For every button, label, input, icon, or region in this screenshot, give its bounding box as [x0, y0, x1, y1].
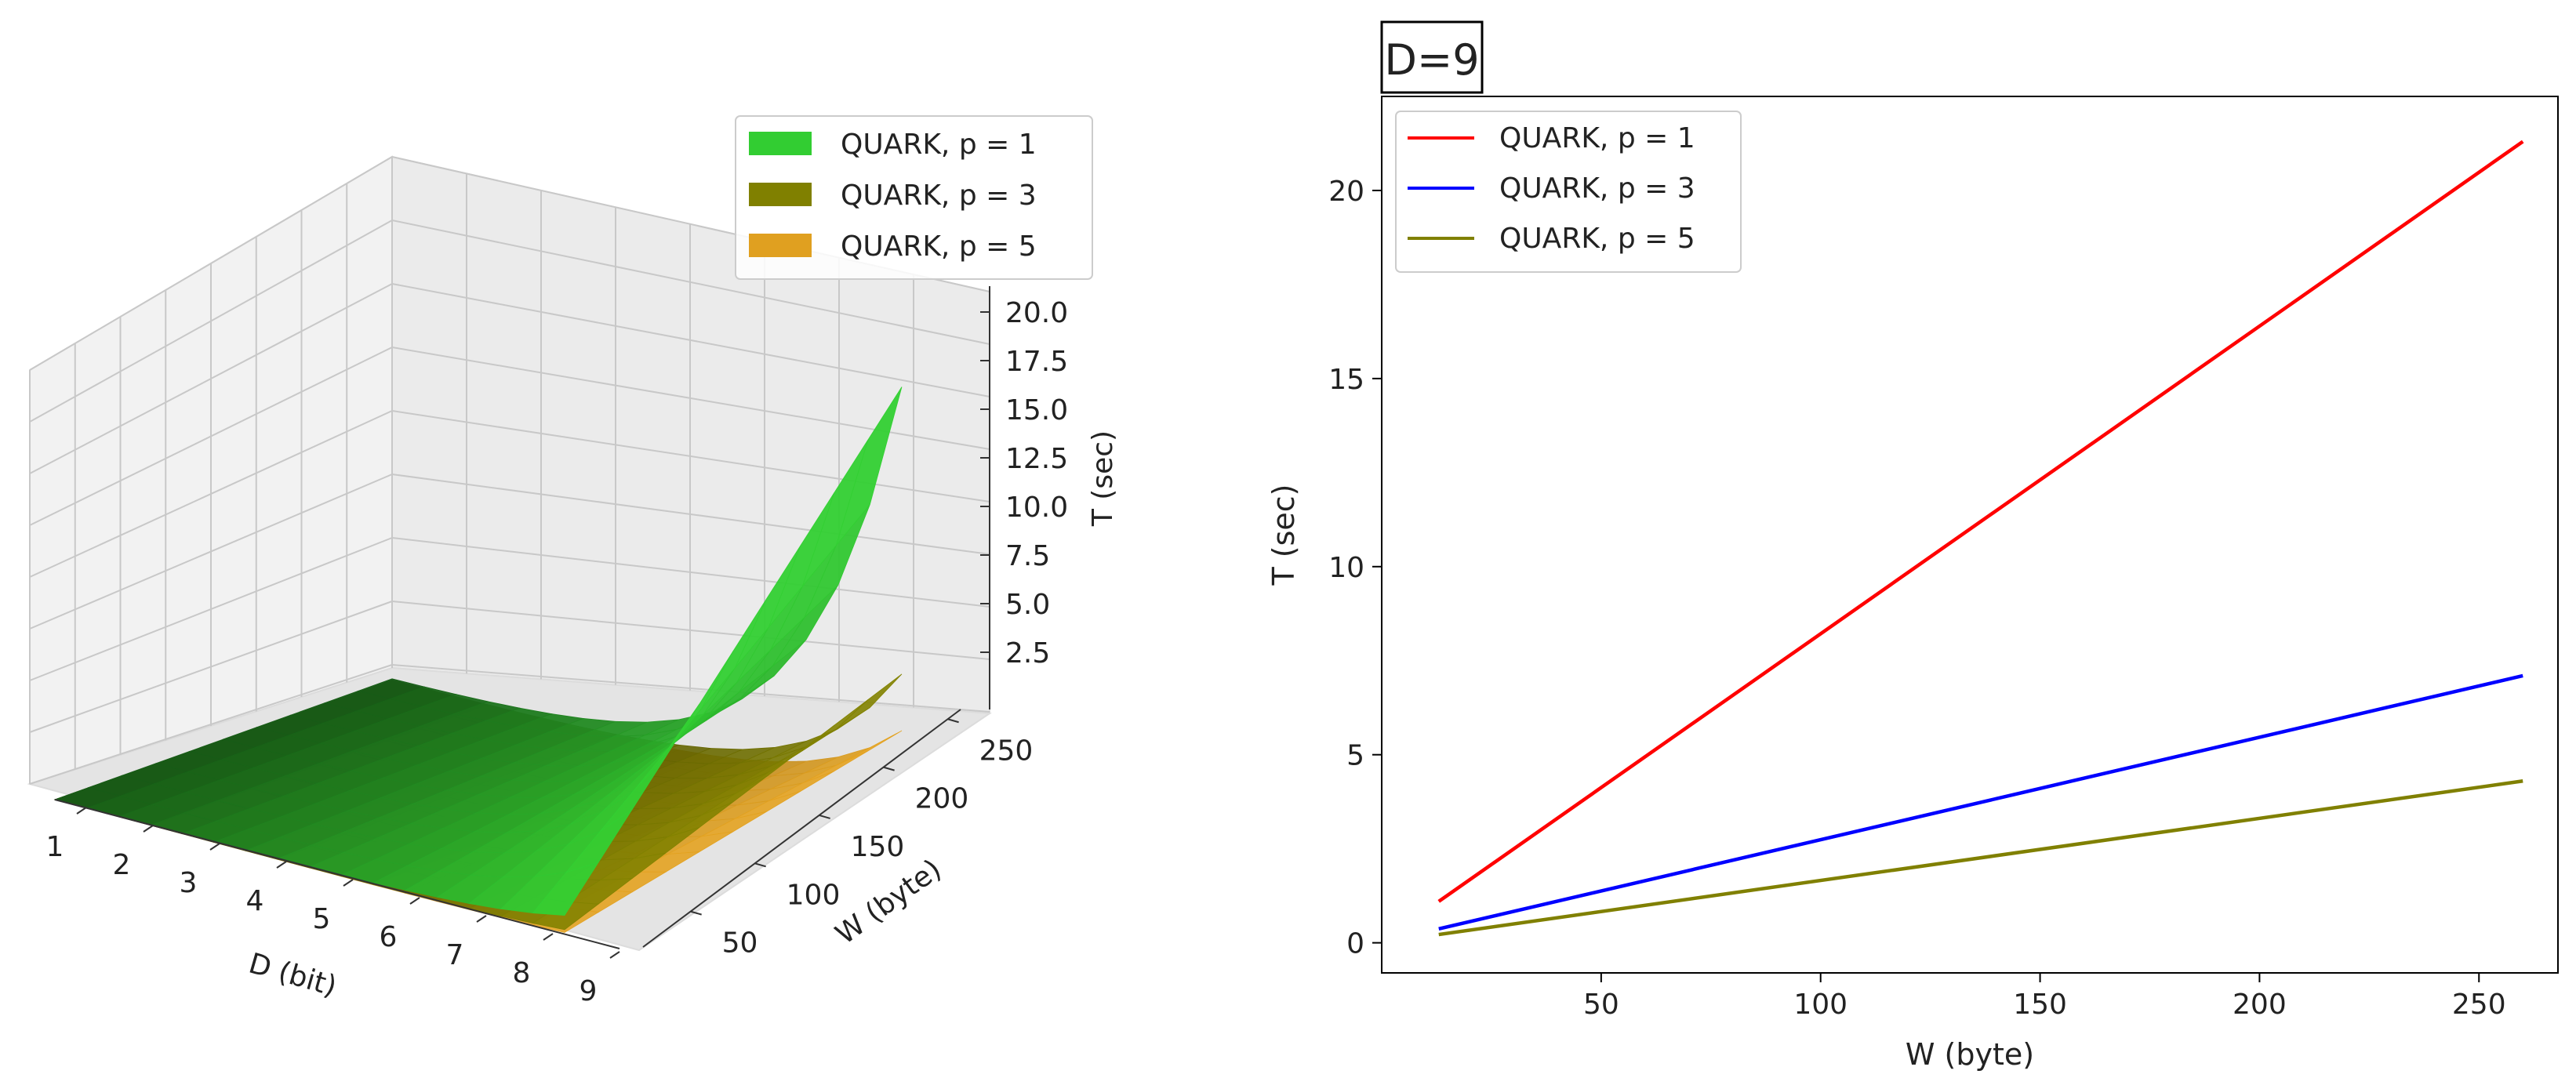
d-tick — [143, 825, 154, 833]
t-tick-label: 20.0 — [1005, 297, 1068, 329]
t-tick-label: 7.5 — [1005, 540, 1050, 572]
d-tick — [543, 933, 554, 941]
x-tick-label: 150 — [2013, 989, 2067, 1021]
d-tick-label: 1 — [46, 831, 64, 863]
grid-line — [29, 220, 393, 423]
legend-3d-frame — [735, 115, 1093, 280]
w-tick-label: 100 — [787, 879, 841, 911]
grid-line — [29, 474, 393, 630]
surface-chart: 1 2 3 4 5 6 7 8 9 50 100 150 200 250 2.5 5.0 7.5 10.0 12.5… — [27, 115, 1119, 1007]
w-tick-label: 250 — [979, 735, 1034, 767]
t-tick-label: 15.0 — [1005, 394, 1068, 426]
d-axis-label: D (bit) — [245, 947, 340, 1003]
d-tick-label: 8 — [513, 957, 531, 989]
t-tick-label: 5.0 — [1005, 589, 1050, 621]
d-tick — [209, 843, 220, 851]
w-tick — [883, 766, 895, 771]
w-axis-line — [642, 709, 961, 948]
surface-patch — [836, 673, 903, 730]
grid-line — [29, 410, 393, 578]
w-tick — [690, 910, 702, 916]
series-lines — [1437, 140, 2524, 937]
grid-line — [29, 156, 393, 371]
w-axis-label: W (byte) — [830, 853, 947, 951]
t-tick-label: 12.5 — [1005, 443, 1068, 475]
legend-2d-label-p3: QUARK, p = 3 — [1499, 172, 1695, 205]
d-tick-label: 2 — [113, 849, 131, 881]
title-box — [1380, 20, 1484, 94]
legend-3d-swatch-p3 — [749, 183, 812, 206]
chart-title: D=9 — [1384, 35, 1479, 85]
d-axis-line — [54, 799, 620, 949]
w-tick-label: 150 — [851, 831, 905, 863]
d-tick-label: 6 — [380, 921, 398, 953]
legend-3d-label-p3: QUARK, p = 3 — [841, 180, 1037, 212]
legend-2d-label-p5: QUARK, p = 5 — [1499, 223, 1695, 255]
grid-line — [29, 664, 393, 785]
surfaces — [53, 386, 903, 933]
y-tick-label: 5 — [1346, 740, 1364, 772]
y-axis-label: T (sec) — [1266, 484, 1301, 586]
y-tick-label: 20 — [1328, 176, 1364, 208]
surface-patch — [835, 386, 903, 546]
t-tick-label: 2.5 — [1005, 637, 1050, 670]
w-tick-label: 50 — [722, 927, 758, 960]
series-line — [1438, 779, 2523, 937]
grid-line — [29, 601, 393, 733]
w-tick — [819, 814, 830, 819]
x-axis-label: W (byte) — [1906, 1037, 2034, 1072]
ticks-3d: 1 2 3 4 5 6 7 8 9 50 100 150 200 250 2.5 5.0 7.5 10.0 12.5… — [46, 297, 1069, 1007]
t-tick-label: 17.5 — [1005, 346, 1068, 378]
y-tick-label: 10 — [1328, 552, 1364, 584]
t-axis-label: T (sec) — [1087, 430, 1119, 527]
d-tick-label: 5 — [313, 903, 331, 935]
grid-line — [29, 347, 393, 526]
x-tick-label: 100 — [1793, 989, 1848, 1021]
line-chart: D=9 50 100 150 200 250 0 5 10 15 20 W (byte) T (s… — [1266, 20, 2559, 1072]
legend-3d: QUARK, p = 1 QUARK, p = 3 QUARK, p = 5 — [735, 115, 1093, 280]
series-line — [1438, 673, 2523, 931]
d-tick-label: 9 — [580, 975, 598, 1007]
grid-line — [29, 283, 393, 474]
grid-line — [29, 537, 393, 681]
d-tick — [76, 807, 87, 815]
w-tick — [754, 862, 766, 868]
x-tick-label: 200 — [2233, 989, 2287, 1021]
surface-patch — [836, 730, 903, 766]
ticks-2d: 50 100 150 200 250 0 5 10 15 20 — [1328, 176, 2505, 1021]
d-tick — [409, 897, 420, 905]
t-tick-label: 10.0 — [1005, 492, 1068, 524]
d-tick — [276, 861, 287, 869]
legend-3d-label-p5: QUARK, p = 5 — [841, 230, 1037, 263]
w-tick — [947, 718, 959, 724]
legend-3d-label-p1: QUARK, p = 1 — [841, 129, 1037, 161]
d-tick-label: 7 — [446, 939, 464, 971]
x-tick-label: 250 — [2452, 989, 2506, 1021]
d-tick-label: 4 — [246, 885, 264, 917]
x-tick-label: 50 — [1583, 989, 1619, 1021]
legend-3d-swatch-p1 — [749, 132, 812, 155]
d-tick — [343, 879, 354, 887]
d-tick — [609, 951, 620, 959]
legend-2d-frame — [1395, 111, 1742, 273]
d-tick-label: 3 — [180, 867, 198, 899]
w-tick-label: 200 — [915, 783, 969, 815]
y-tick-label: 15 — [1328, 364, 1364, 396]
series-line — [1437, 140, 2524, 903]
legend-3d-swatch-p5 — [749, 234, 812, 257]
legend-2d-label-p1: QUARK, p = 1 — [1499, 122, 1695, 154]
y-tick-label: 0 — [1346, 928, 1364, 960]
d-tick — [476, 915, 487, 923]
legend-2d: QUARK, p = 1 QUARK, p = 3 QUARK, p = 5 — [1395, 111, 1742, 273]
